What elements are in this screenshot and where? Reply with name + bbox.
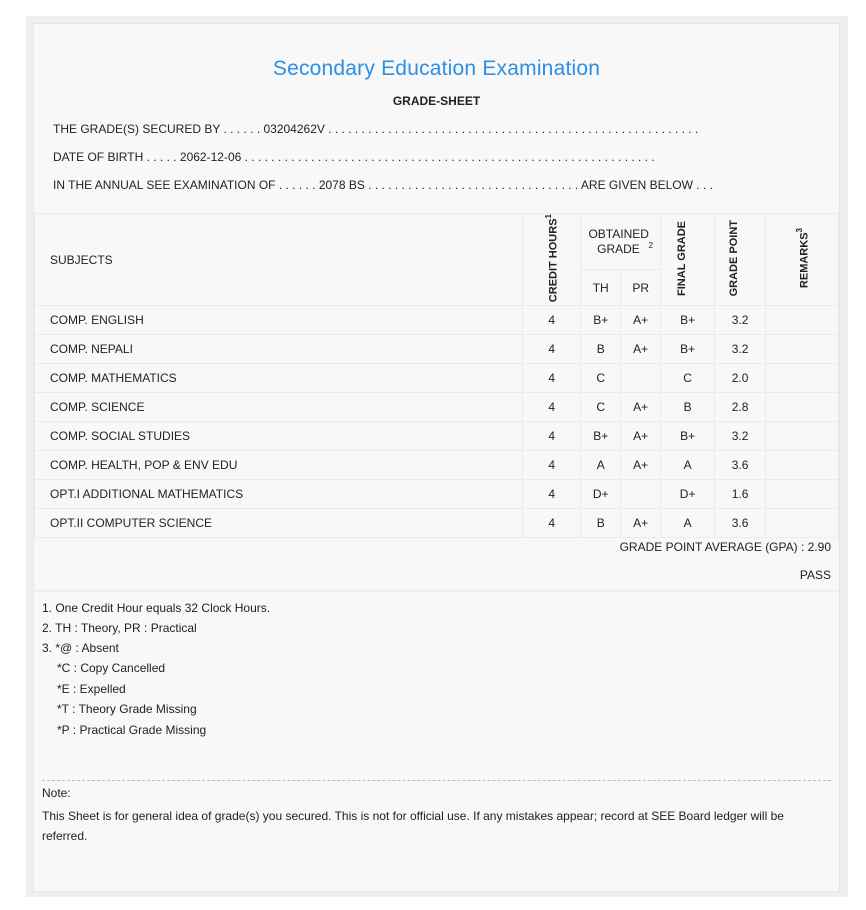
cell-credit: 4 bbox=[522, 450, 582, 481]
note-label: Note: bbox=[42, 786, 71, 800]
cell-gp: 1.6 bbox=[714, 479, 767, 510]
cell-pr: A+ bbox=[620, 334, 662, 365]
cell-gp: 3.6 bbox=[714, 450, 767, 481]
footnote: *T : Theory Grade Missing bbox=[57, 702, 197, 716]
table-row: COMP. ENGLISH 4 B+ A+ B+ 3.2 bbox=[33, 305, 839, 336]
cell-final: B+ bbox=[660, 334, 716, 365]
cell-subject: COMP. NEPALI bbox=[33, 334, 524, 365]
cell-gp: 3.2 bbox=[714, 421, 767, 452]
dashed-divider bbox=[42, 780, 831, 781]
cell-remarks bbox=[765, 305, 839, 336]
grades-table: SUBJECTS CREDIT HOURS1 OBTAINED GRADE 2 F… bbox=[33, 212, 839, 539]
table-row: COMP. SOCIAL STUDIES 4 B+ A+ B+ 3.2 bbox=[33, 421, 839, 452]
cell-gp: 2.8 bbox=[714, 392, 767, 423]
cell-pr bbox=[620, 363, 662, 394]
result-status: PASS bbox=[799, 568, 831, 582]
header-th: TH bbox=[580, 269, 622, 307]
cell-pr: A+ bbox=[620, 392, 662, 423]
grade-sheet: Secondary Education Examination GRADE-SH… bbox=[33, 23, 840, 892]
cell-gp: 3.2 bbox=[714, 334, 767, 365]
cell-pr bbox=[620, 479, 662, 510]
cell-pr: A+ bbox=[620, 421, 662, 452]
cell-remarks bbox=[765, 363, 839, 394]
date-of-birth: DATE OF BIRTH . . . . . 2062-12-06 . . .… bbox=[53, 150, 655, 164]
footnote: *C : Copy Cancelled bbox=[57, 661, 166, 675]
cell-pr: A+ bbox=[620, 508, 662, 539]
cell-subject: OPT.I ADDITIONAL MATHEMATICS bbox=[33, 479, 524, 510]
cell-credit: 4 bbox=[522, 479, 582, 510]
table-row: OPT.II COMPUTER SCIENCE 4 B A+ A 3.6 bbox=[33, 508, 839, 539]
table-row: COMP. HEALTH, POP & ENV EDU 4 A A+ A 3.6 bbox=[33, 450, 839, 481]
exam-year: IN THE ANNUAL SEE EXAMINATION OF . . . .… bbox=[53, 178, 713, 192]
header-obtained-grade: OBTAINED GRADE 2 bbox=[580, 212, 662, 271]
cell-remarks bbox=[765, 450, 839, 481]
page-frame: Secondary Education Examination GRADE-SH… bbox=[26, 16, 848, 897]
divider bbox=[34, 590, 839, 592]
cell-final: D+ bbox=[660, 479, 716, 510]
cell-th: B bbox=[580, 334, 622, 365]
cell-final: B+ bbox=[660, 421, 716, 452]
cell-pr: A+ bbox=[620, 305, 662, 336]
cell-remarks bbox=[765, 392, 839, 423]
note-text: This Sheet is for general idea of grade(… bbox=[42, 809, 784, 843]
cell-remarks bbox=[765, 421, 839, 452]
cell-gp: 3.2 bbox=[714, 305, 767, 336]
footnote: *P : Practical Grade Missing bbox=[57, 723, 207, 737]
cell-subject: COMP. SOCIAL STUDIES bbox=[33, 421, 524, 452]
cell-credit: 4 bbox=[522, 363, 582, 394]
header-credit-hours: CREDIT HOURS1 bbox=[522, 212, 582, 307]
cell-th: B+ bbox=[580, 305, 622, 336]
cell-final: A bbox=[660, 508, 716, 539]
header-pr: PR bbox=[620, 269, 662, 307]
footnote: 3. *@ : Absent bbox=[42, 641, 119, 655]
cell-credit: 4 bbox=[522, 508, 582, 539]
cell-remarks bbox=[765, 508, 839, 539]
header-subjects: SUBJECTS bbox=[33, 212, 524, 307]
table-row: COMP. MATHEMATICS 4 C C 2.0 bbox=[33, 363, 839, 394]
cell-subject: COMP. HEALTH, POP & ENV EDU bbox=[33, 450, 524, 481]
table-row: OPT.I ADDITIONAL MATHEMATICS 4 D+ D+ 1.6 bbox=[33, 479, 839, 510]
table-row: COMP. SCIENCE 4 C A+ B 2.8 bbox=[33, 392, 839, 423]
cell-final: A bbox=[660, 450, 716, 481]
cell-final: B+ bbox=[660, 305, 716, 336]
cell-gp: 3.6 bbox=[714, 508, 767, 539]
cell-credit: 4 bbox=[522, 305, 582, 336]
cell-remarks bbox=[765, 479, 839, 510]
cell-final: C bbox=[660, 363, 716, 394]
cell-subject: COMP. SCIENCE bbox=[33, 392, 524, 423]
page-title: Secondary Education Examination bbox=[272, 57, 601, 80]
cell-credit: 4 bbox=[522, 421, 582, 452]
cell-subject: COMP. ENGLISH bbox=[33, 305, 524, 336]
header-grade-point: GRADE POINT bbox=[714, 212, 767, 307]
cell-th: C bbox=[580, 363, 622, 394]
cell-credit: 4 bbox=[522, 392, 582, 423]
gpa-value: GRADE POINT AVERAGE (GPA) : 2.90 bbox=[619, 540, 831, 554]
cell-final: B bbox=[660, 392, 716, 423]
cell-th: D+ bbox=[580, 479, 622, 510]
footnote: 1. One Credit Hour equals 32 Clock Hours… bbox=[42, 601, 271, 615]
table-row: COMP. NEPALI 4 B A+ B+ 3.2 bbox=[33, 334, 839, 365]
cell-subject: COMP. MATHEMATICS bbox=[33, 363, 524, 394]
footnote: *E : Expelled bbox=[57, 682, 126, 696]
footnote: 2. TH : Theory, PR : Practical bbox=[42, 621, 197, 635]
cell-th: C bbox=[580, 392, 622, 423]
sheet-subtitle: GRADE-SHEET bbox=[392, 94, 481, 108]
secured-by: THE GRADE(S) SECURED BY . . . . . . 0320… bbox=[53, 122, 699, 136]
header-remarks: REMARKS3 bbox=[765, 212, 839, 307]
cell-credit: 4 bbox=[522, 334, 582, 365]
cell-pr: A+ bbox=[620, 450, 662, 481]
header-final-grade: FINAL GRADE bbox=[660, 212, 716, 307]
cell-subject: OPT.II COMPUTER SCIENCE bbox=[33, 508, 524, 539]
cell-th: A bbox=[580, 450, 622, 481]
cell-th: B+ bbox=[580, 421, 622, 452]
cell-th: B bbox=[580, 508, 622, 539]
cell-remarks bbox=[765, 334, 839, 365]
cell-gp: 2.0 bbox=[714, 363, 767, 394]
